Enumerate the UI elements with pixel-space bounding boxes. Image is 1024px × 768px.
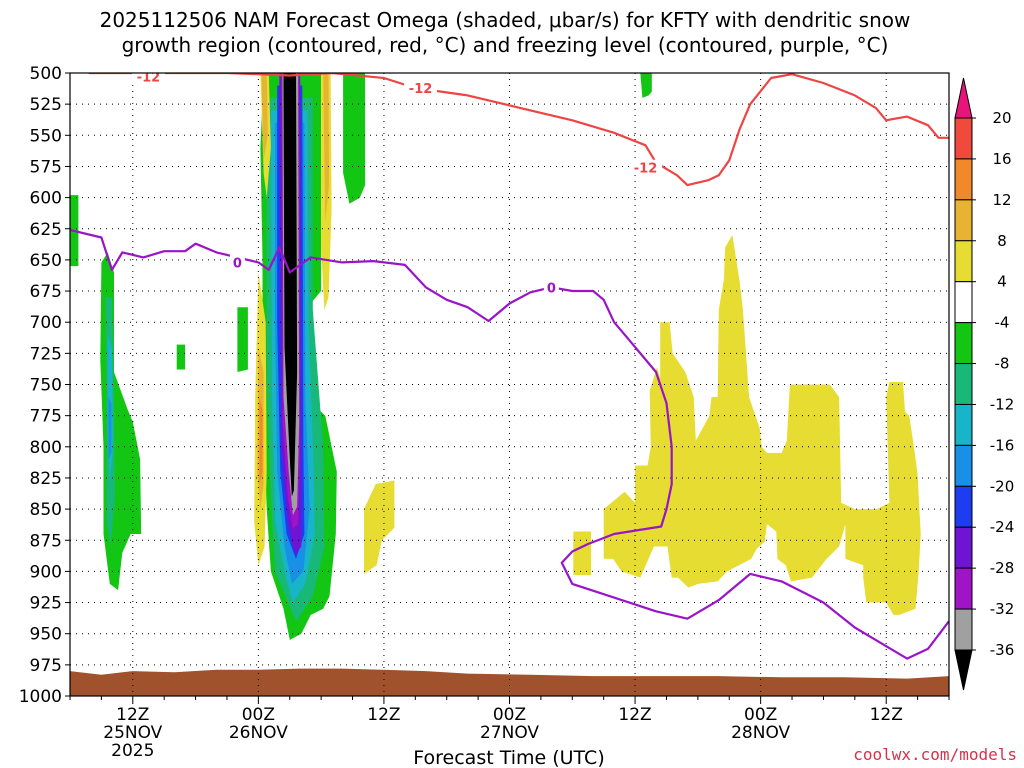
omega-area-22 [259,397,263,485]
y-tick-label: 650 [30,251,62,271]
colorbar-box [954,363,973,405]
contour-label-bg [131,73,165,84]
colorbar-label: -36 [990,641,1015,659]
omega-area-5 [176,344,186,370]
y-tick-label: 675 [30,282,62,302]
y-tick-label: 875 [30,531,62,551]
x-tick-label: 00Z [242,705,275,725]
colorbar-box [954,403,973,446]
contour-label-freezing_level: 0 [233,256,242,271]
omega-area-17 [261,73,268,161]
colorbar-box [954,444,973,487]
y-tick-label: 550 [30,126,62,146]
y-tick-label: 925 [30,594,62,614]
x-tick-label: 12Z [367,705,400,725]
colorbar-box [954,281,973,324]
colorbar-label: -12 [990,395,1015,413]
omega-area-26 [573,531,592,576]
colorbar-label: 4 [997,273,1007,291]
grid-lines [70,73,949,696]
y-tick-label: 525 [30,95,62,115]
y-tick-label: 775 [30,407,62,427]
x-tick-label: 2025 [111,741,154,761]
y-tick-label: 900 [30,562,62,582]
y-tick-label: 625 [30,220,62,240]
colorbar-label: 16 [992,150,1011,168]
colorbar-label: -8 [995,355,1010,373]
omega-area-25 [640,73,652,98]
y-tick-label: 975 [30,656,62,676]
y-tick-label: 575 [30,157,62,177]
contour-label-dgz_-12: -12 [634,162,658,177]
colorbar-box [954,485,973,528]
y-tick-label: 950 [30,625,62,645]
colorbar-label: 8 [997,232,1007,250]
plot-area: -12 -12 -12 0 0 [69,71,950,697]
colorbar-label: 20 [992,109,1011,127]
contour-label-bg [629,159,663,175]
y-tick-label: 825 [30,469,62,489]
contour-label-dgz_-12: -12 [137,71,161,86]
omega-area-6 [237,307,248,372]
x-tick-label: 25NOV [103,723,162,743]
x-tick-label: 27NOV [480,723,539,743]
x-tick-label: 12Z [116,705,149,725]
contour-label-freezing_level: 0 [547,281,556,296]
chart-title-line2: growth region (contoured, red, °C) and f… [122,33,889,57]
contour-label-bg [543,279,559,295]
omega-area-15 [283,73,298,497]
credit-text: coolwx.com/models [853,745,1017,764]
colorbar-label: -16 [990,436,1015,454]
colorbar-box [954,567,973,610]
y-tick-label: 850 [30,500,62,520]
colorbar-label: -32 [990,600,1015,618]
x-tick-label: 00Z [493,705,526,725]
chart-title-line1: 2025112506 NAM Forecast Omega (shaded, μ… [100,8,911,32]
colorbar-label: -4 [995,314,1010,332]
omega-area-24 [364,480,395,574]
terrain-fill [70,668,949,696]
colorbar-box [954,526,973,569]
colorbar: 20 16 12 8 4 -4 -8 -12 -16 -20 -24 -28 -32 -36 [954,77,1015,691]
omega-area-23 [343,73,366,204]
colorbar-box [954,322,973,365]
y-tick-label: 800 [30,438,62,458]
colorbar-top-arrow [954,77,973,119]
y-tick-label: 500 [30,64,62,84]
terrain-band [70,668,949,696]
colorbar-bottom-arrow [954,649,973,691]
contour-label-bg [404,79,438,95]
omega-shading [70,73,921,640]
y-tick-label: 700 [30,313,62,333]
contour-dgz_-12 [88,73,949,187]
omega-area-4 [108,397,112,460]
colorbar-label: -24 [990,518,1015,536]
contour-label-bg [229,254,245,270]
colorbar-label: -28 [990,559,1015,577]
y-tick-label: 750 [30,376,62,396]
y-axis: 500 525 550 575 600 625 650 675 700 725 750 775 800 8… [19,64,70,707]
x-tick-label: 12Z [618,705,651,725]
colorbar-box [954,608,973,651]
x-tick-label: 00Z [744,705,777,725]
y-tick-label: 725 [30,344,62,364]
x-tick-label: 26NOV [229,723,288,743]
contour-lines: -12 -12 -12 0 0 [70,71,949,660]
x-axis-label: Forecast Time (UTC) [413,747,604,768]
colorbar-box [954,117,973,160]
colorbar-label: -20 [990,477,1015,495]
y-tick-label: 600 [30,189,62,209]
colorbar-label: 12 [992,191,1011,209]
omega-area-19 [323,73,329,223]
colorbar-box [954,199,973,242]
omega-area-27 [603,235,921,615]
y-tick-label: 1000 [19,687,62,707]
x-tick-label: 12Z [870,705,903,725]
colorbar-box [954,240,973,283]
contour-label-dgz_-12: -12 [409,82,433,97]
colorbar-box [954,158,973,201]
x-tick-label: 28NOV [731,723,790,743]
